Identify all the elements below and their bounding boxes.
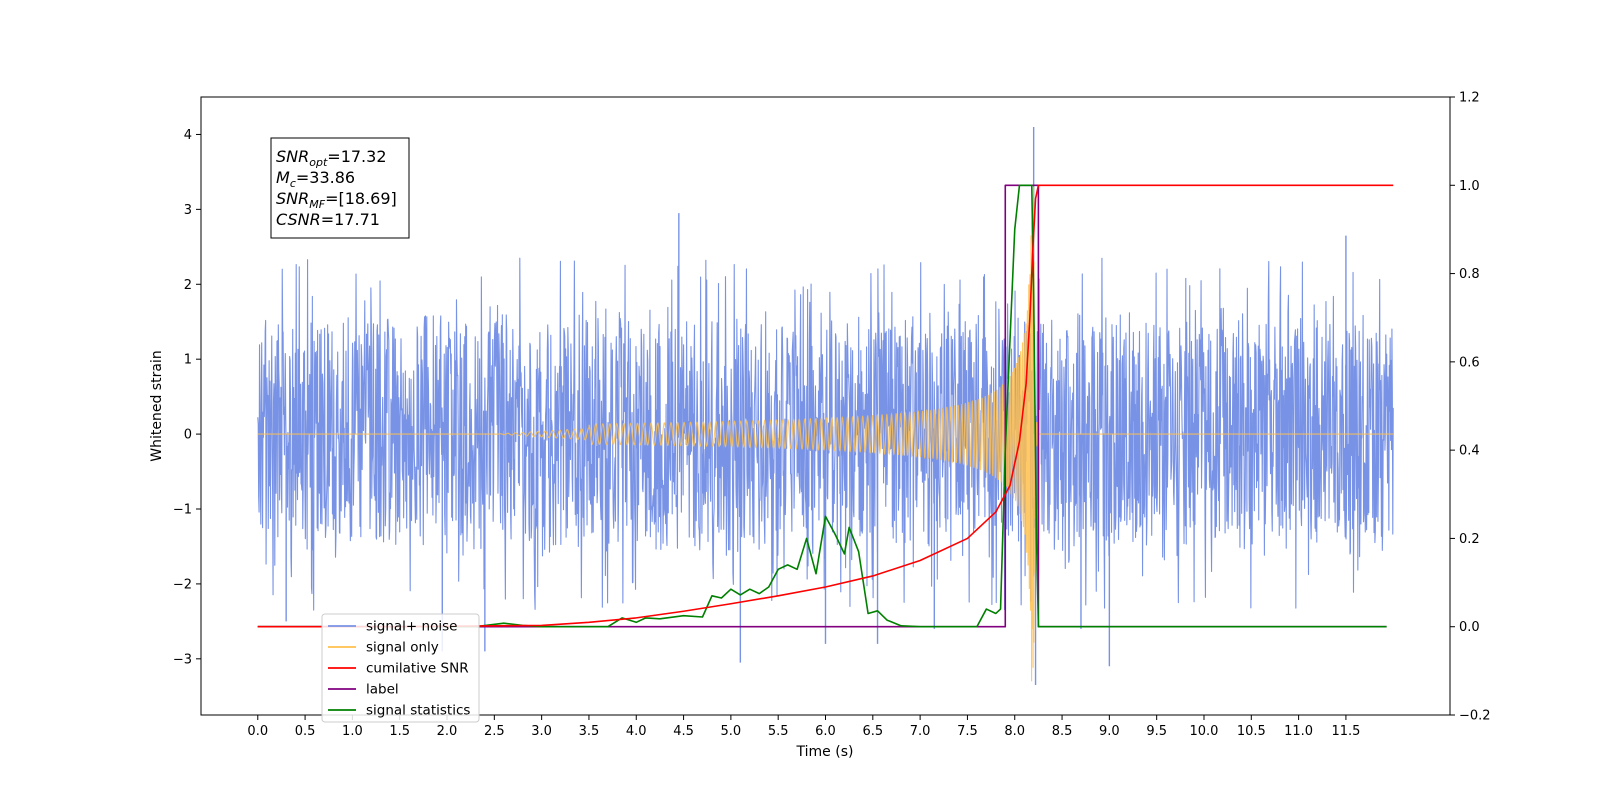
annotation-line: Mc=33.86 (276, 168, 355, 190)
x-tick-label: 8.5 (1052, 724, 1073, 739)
y-tick-label: 1 (184, 353, 192, 368)
y-tick-label: −1 (173, 503, 192, 518)
annotation-line: SNRopt=17.32 (276, 147, 387, 169)
y-tick-label: 3 (184, 203, 192, 218)
y2-tick-label: 0.8 (1459, 267, 1480, 282)
x-tick-label: 5.0 (721, 724, 742, 739)
x-tick-label: 5.5 (768, 724, 789, 739)
x-tick-label: 3.5 (579, 724, 600, 739)
stats-annotation-box: SNRopt=17.32Mc=33.86SNRMF=[18.69]CSNR=17… (270, 137, 410, 239)
series-cumulative-snr (257, 184, 1394, 628)
y2-tick-label: 0.2 (1459, 532, 1480, 547)
x-tick-label: 7.0 (910, 724, 931, 739)
annotation-frame (270, 137, 410, 239)
annotation-subscript: opt (309, 156, 328, 169)
y-axis-left: −3 −2 −1 0 1 2 3 4 (173, 128, 201, 667)
y-tick-label: −3 (173, 652, 192, 667)
y2-tick-label: 0.0 (1459, 620, 1480, 635)
x-tick-label: 6.5 (862, 724, 883, 739)
x-tick-label: 1.0 (342, 724, 363, 739)
plot-area (257, 126, 1394, 686)
annotation-line: SNRMF=[18.69] (276, 189, 397, 211)
x-tick-label: 3.0 (531, 724, 552, 739)
annotation-symbol: SNR (276, 189, 309, 208)
x-tick-label: 0.5 (295, 724, 316, 739)
x-axis-label: Time (s) (796, 744, 854, 760)
y-tick-label: −2 (173, 577, 192, 592)
annotation-value: =17.71 (321, 210, 380, 229)
series-signal-only (257, 186, 1394, 682)
y-tick-label: 2 (184, 278, 192, 293)
legend-label: signal only (366, 640, 439, 656)
y2-tick-label: 0.4 (1459, 444, 1480, 459)
legend-label: signal statistics (366, 703, 470, 719)
y2-tick-label: 0.6 (1459, 355, 1480, 370)
legend-frame (321, 613, 480, 723)
x-axis: 0.0 0.5 1.0 1.5 2.0 2.5 3.0 3.5 4.0 4.5 5.0 5.5 6.0 6… (247, 715, 1360, 739)
legend-label: cumilative SNR (366, 661, 469, 677)
y2-tick-label: −0.2 (1459, 709, 1491, 724)
annotation-line: CSNR=17.71 (276, 210, 380, 229)
x-tick-label: 4.0 (626, 724, 647, 739)
y-axis-label: Whitened strain (149, 350, 165, 461)
annotation-value: =33.86 (296, 168, 355, 187)
legend-label: signal+ noise (366, 619, 457, 635)
x-tick-label: 2.0 (437, 724, 458, 739)
annotation-symbol: CSNR (276, 210, 321, 229)
x-tick-label: 11.0 (1284, 724, 1313, 739)
y-tick-label: 4 (184, 128, 192, 143)
y2-tick-label: 1.0 (1459, 179, 1480, 194)
x-tick-label: 11.5 (1331, 724, 1360, 739)
annotation-value: =[18.69] (325, 189, 397, 208)
annotation-symbol: SNR (276, 147, 309, 166)
y-tick-label: 0 (184, 428, 192, 443)
annotation-subscript: c (290, 177, 296, 190)
x-tick-label: 6.0 (815, 724, 836, 739)
y2-tick-label: 1.2 (1459, 91, 1480, 106)
x-tick-label: 10.0 (1190, 724, 1219, 739)
annotation-value: =17.32 (327, 147, 386, 166)
x-tick-label: 10.5 (1237, 724, 1266, 739)
y-axis-right: −0.2 0.0 0.2 0.4 0.6 0.8 1.0 1.2 (1450, 91, 1491, 724)
x-tick-label: 0.0 (247, 724, 268, 739)
legend-label: label (366, 682, 399, 698)
series-signal-statistics (257, 184, 1387, 628)
x-tick-label: 2.5 (484, 724, 505, 739)
x-tick-label: 9.0 (1099, 724, 1120, 739)
legend: signal+ noise signal only cumilative SNR la… (321, 613, 480, 723)
x-tick-label: 4.5 (673, 724, 694, 739)
x-tick-label: 9.5 (1146, 724, 1167, 739)
annotation-symbol: M (276, 168, 290, 187)
x-tick-label: 1.5 (389, 724, 410, 739)
x-tick-label: 7.5 (957, 724, 978, 739)
annotation-subscript: MF (309, 198, 325, 211)
x-tick-label: 8.0 (1004, 724, 1025, 739)
